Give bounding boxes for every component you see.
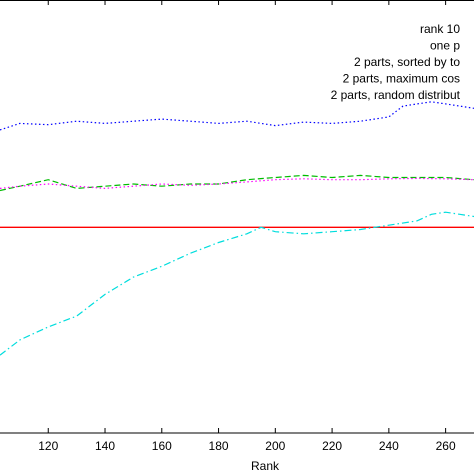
series-layer	[0, 101, 474, 356]
legend-entry-label: 2 parts, maximum cos	[343, 72, 460, 86]
x-tick-label: 220	[322, 439, 342, 453]
x-tick-label: 240	[379, 439, 399, 453]
x-tick-label: 260	[436, 439, 456, 453]
x-tick-label: 140	[95, 439, 115, 453]
x-axis: 120 140 160 180 200 220 240 260	[38, 0, 456, 453]
x-tick-label: 120	[38, 439, 58, 453]
series-line-3	[0, 174, 474, 192]
x-tick-label: 180	[209, 439, 229, 453]
legend-entry-label: 2 parts, sorted by to	[354, 55, 460, 69]
x-tick-label: 200	[265, 439, 285, 453]
series-line-2	[0, 101, 474, 131]
legend-entry-label: 2 parts, random distribut	[331, 88, 461, 102]
series-line-5	[0, 211, 474, 356]
legend-entry-label: one p	[430, 39, 460, 53]
series-line-4	[0, 177, 474, 190]
plot-area	[0, 0, 474, 433]
x-axis-title: Rank	[251, 459, 280, 473]
legend-entry-label: rank 10	[420, 22, 460, 36]
x-tick-label: 160	[152, 439, 172, 453]
legend: rank 10 one p 2 parts, sorted by to 2 parts…	[331, 22, 461, 102]
